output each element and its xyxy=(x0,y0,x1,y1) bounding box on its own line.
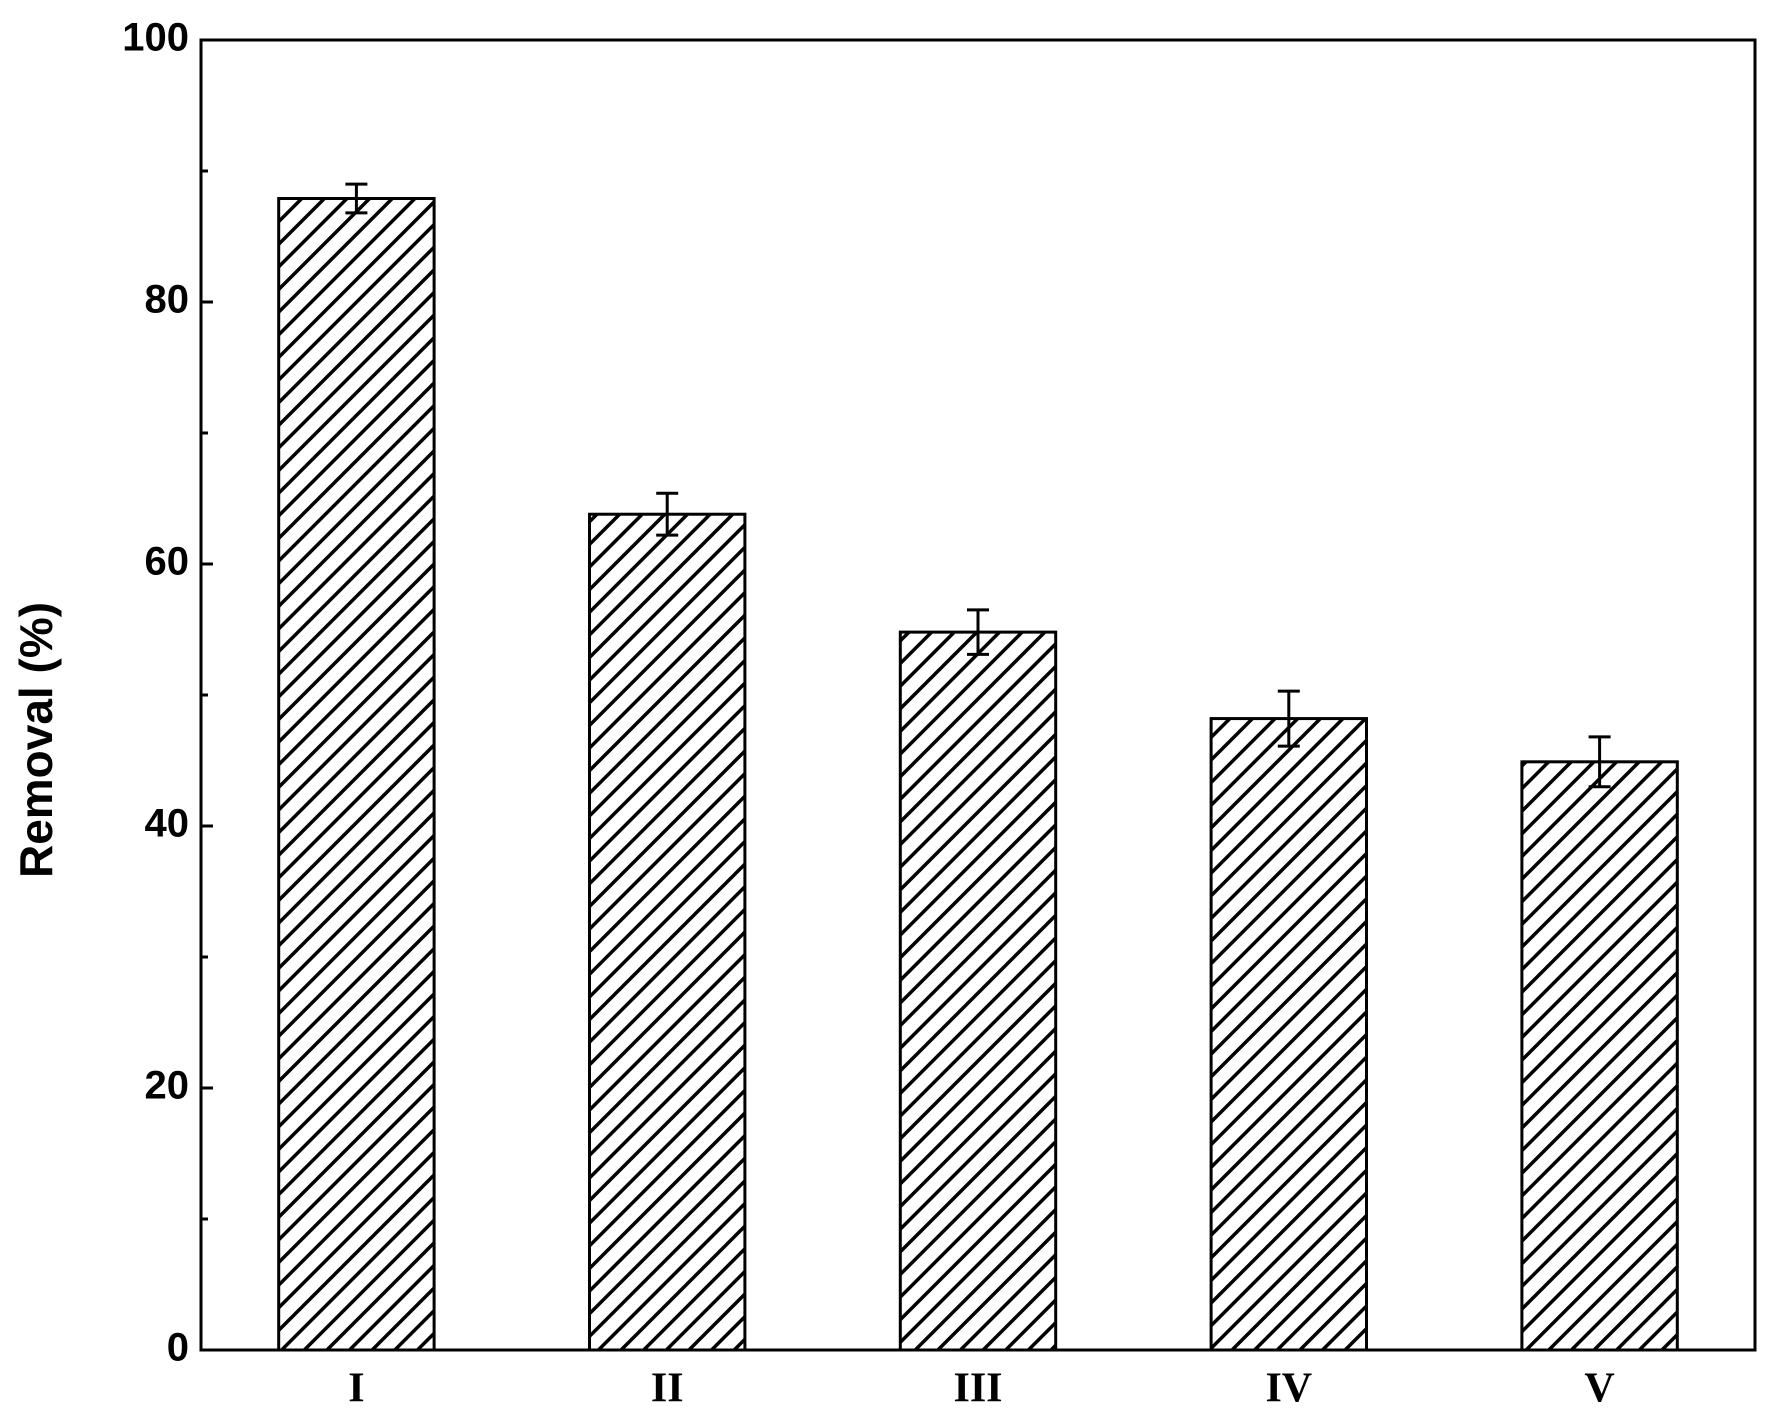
x-tick-label: III xyxy=(953,1366,1002,1412)
y-tick-label: 0 xyxy=(167,1326,189,1370)
y-axis-label: Removal (%) xyxy=(10,602,62,878)
x-tick-label: I xyxy=(348,1366,364,1412)
error-bar xyxy=(1588,735,1611,789)
y-tick-label: 60 xyxy=(145,540,190,584)
bar xyxy=(1209,717,1368,1352)
bar xyxy=(898,630,1058,1352)
bar xyxy=(588,512,747,1352)
bar xyxy=(277,197,436,1352)
bar xyxy=(1520,760,1679,1352)
x-tick-label: V xyxy=(1584,1366,1614,1412)
x-tick-label: IV xyxy=(1265,1366,1312,1412)
error-bar xyxy=(1277,689,1300,748)
y-tick-label: 40 xyxy=(145,802,190,846)
error-bar xyxy=(345,182,368,215)
y-tick-label: 100 xyxy=(122,16,189,60)
y-tick-label: 20 xyxy=(145,1064,190,1108)
x-tick-label: II xyxy=(651,1366,684,1412)
y-tick-label: 80 xyxy=(145,278,190,322)
error-bar xyxy=(656,491,679,537)
error-bar xyxy=(967,608,989,656)
plot-frame xyxy=(199,38,1757,1352)
